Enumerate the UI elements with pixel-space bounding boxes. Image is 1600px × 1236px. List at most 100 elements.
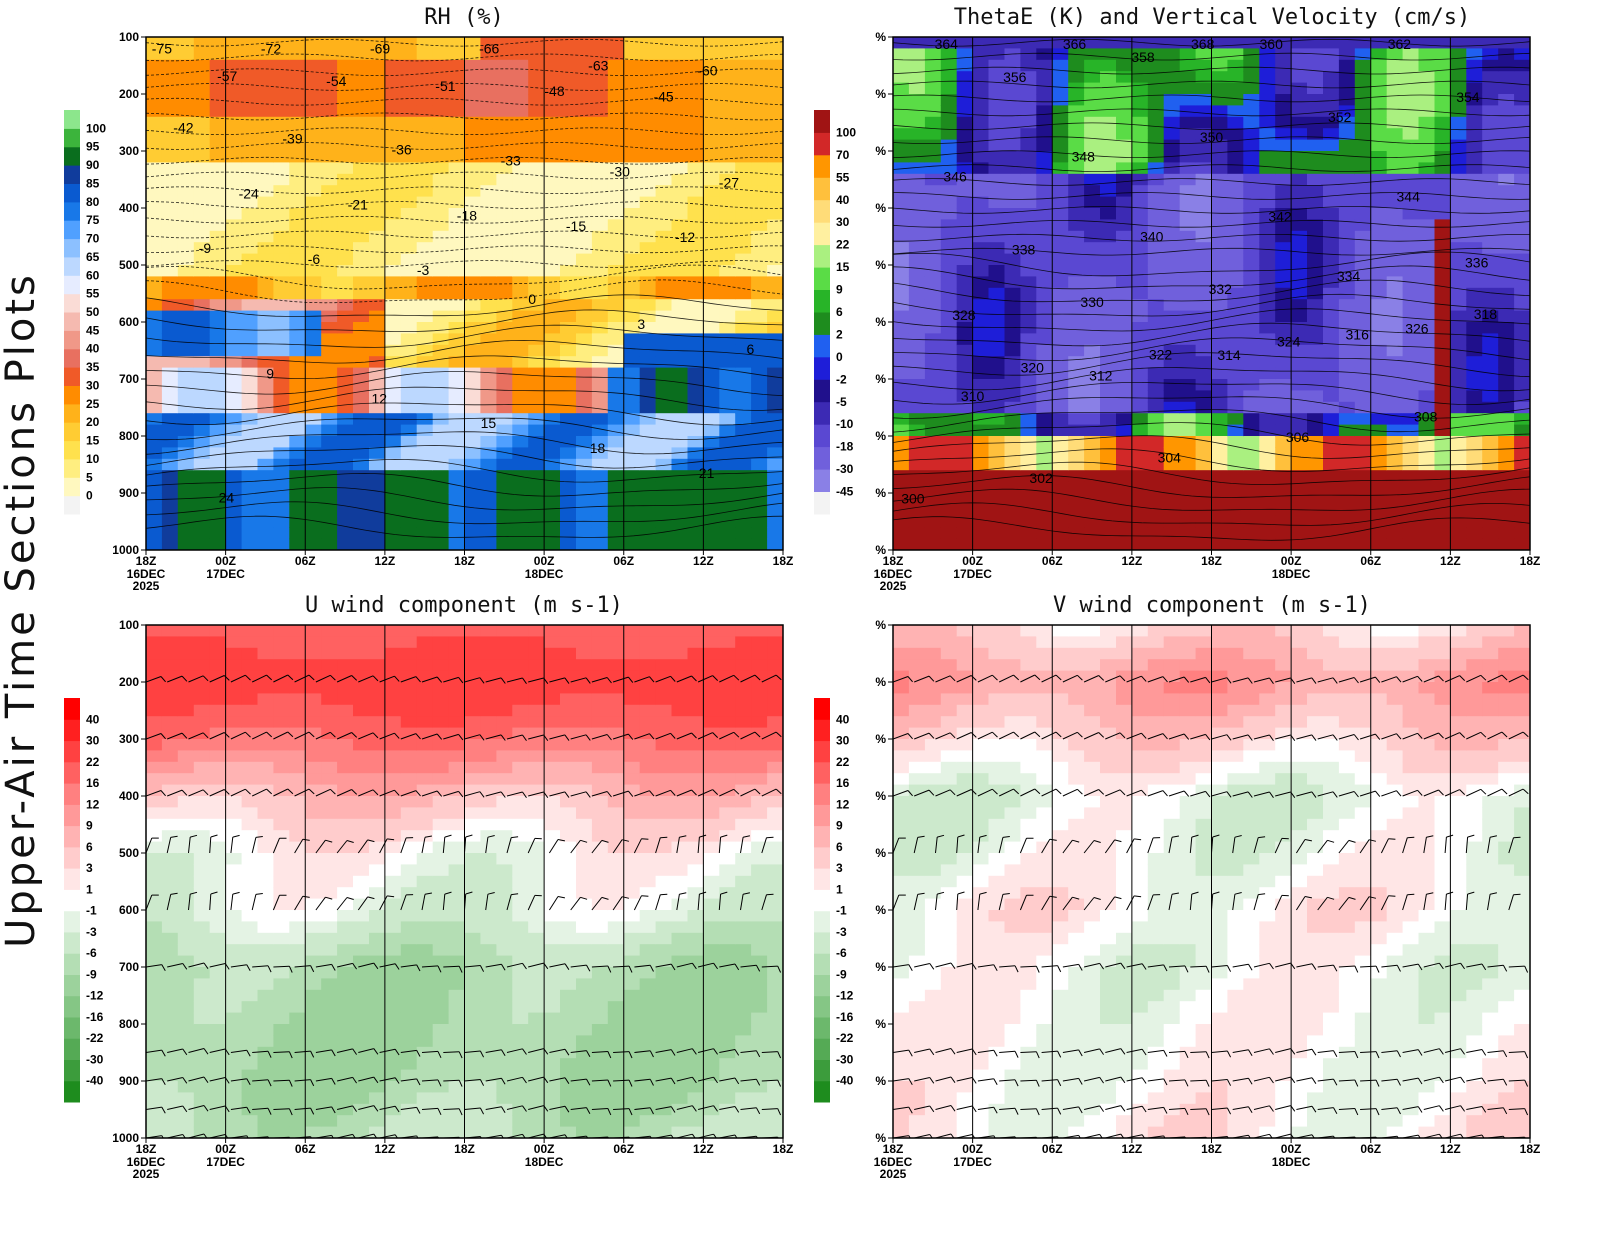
field-cell [305, 1046, 322, 1059]
field-cell [1291, 151, 1308, 163]
field-cell [353, 128, 370, 141]
field-cell [591, 333, 609, 346]
field-cell [908, 538, 926, 550]
field-cell [353, 659, 370, 672]
field-cell [988, 367, 1005, 380]
field-cell [639, 173, 657, 186]
field-cell [924, 116, 942, 129]
field-cell [146, 796, 163, 808]
field-cell [1227, 527, 1244, 540]
field-cell [1386, 447, 1404, 460]
field-cell [209, 333, 227, 346]
field-cell [480, 853, 497, 865]
field-cell [1116, 208, 1133, 220]
field-cell [988, 527, 1005, 540]
field-cell [1291, 538, 1308, 550]
field-cell [496, 727, 513, 740]
field-cell [655, 538, 673, 550]
field-cell [607, 82, 625, 95]
field-cell [1338, 447, 1356, 460]
field-cell [1434, 504, 1451, 517]
field-cell [400, 1069, 418, 1082]
field-cell [1116, 344, 1133, 357]
field-cell [687, 151, 704, 163]
field-cell [1195, 230, 1213, 243]
field-cell [1307, 413, 1324, 426]
field-cell [719, 94, 736, 106]
field-cell [512, 265, 529, 277]
field-cell [893, 379, 910, 391]
field-cell [416, 424, 434, 437]
field-cell [289, 493, 306, 505]
field-cell [305, 1081, 322, 1093]
field-cell [1498, 253, 1515, 266]
field-cell [225, 128, 243, 141]
field-cell [671, 287, 688, 300]
field-cell [400, 1035, 418, 1048]
field-cell [1131, 401, 1149, 414]
field-cell [1291, 276, 1308, 289]
field-cell [400, 37, 418, 49]
field-cell [703, 538, 720, 550]
field-cell [623, 59, 641, 72]
field-cell [161, 458, 179, 471]
field-cell [956, 424, 974, 437]
colorbar-label: -2 [836, 372, 847, 386]
field-cell [1020, 230, 1037, 243]
field-cell [1434, 94, 1451, 106]
field-cell [1052, 481, 1069, 494]
field-cell [1291, 504, 1308, 517]
field-cell [384, 887, 402, 900]
field-cell [751, 447, 768, 460]
field-cell [432, 1001, 450, 1014]
field-cell [544, 242, 561, 255]
field-cell [193, 413, 211, 426]
field-cell [1004, 196, 1021, 209]
field-cell [1402, 185, 1420, 198]
field-cell [464, 401, 481, 414]
field-cell [305, 105, 322, 118]
field-cell [1259, 390, 1276, 403]
field-cell [432, 356, 450, 369]
field-cell [1131, 344, 1149, 357]
field-cell [1004, 265, 1021, 277]
field-cell [924, 276, 942, 289]
field-cell [1386, 481, 1404, 494]
field-cell [432, 773, 450, 786]
field-cell [1036, 219, 1053, 232]
field-cell [193, 989, 211, 1002]
field-cell [751, 367, 768, 380]
field-cell [512, 538, 529, 550]
field-cell [1227, 59, 1244, 72]
field-cell [1179, 401, 1197, 414]
field-cell [1402, 59, 1420, 72]
field-cell [1434, 413, 1451, 426]
field-cell [1084, 208, 1101, 220]
field-cell [161, 1035, 179, 1048]
contour-label: 308 [1414, 409, 1438, 425]
field-cell [241, 1081, 259, 1093]
field-cell [1147, 367, 1165, 380]
field-cell [416, 1103, 434, 1116]
field-cell [353, 796, 370, 808]
field-cells [146, 625, 783, 1138]
field-cell [177, 151, 195, 163]
field-cell [161, 344, 179, 357]
field-cell [1243, 37, 1260, 49]
field-cell [735, 59, 752, 72]
field-cell [1179, 481, 1197, 494]
field-cell [1179, 208, 1197, 220]
y-tick-label: 400 [119, 201, 139, 215]
field-cell [1100, 413, 1117, 426]
field-cell [1227, 173, 1244, 186]
field-cell [988, 401, 1005, 414]
field-cell [273, 1035, 290, 1048]
field-cell [146, 682, 163, 694]
colorbar-swatch [64, 330, 80, 350]
field-cell [1450, 436, 1467, 448]
field-cell [1211, 59, 1228, 72]
field-cell [1052, 538, 1069, 550]
field-cell [289, 458, 306, 471]
field-cell [321, 875, 338, 888]
field-cell [161, 773, 179, 786]
